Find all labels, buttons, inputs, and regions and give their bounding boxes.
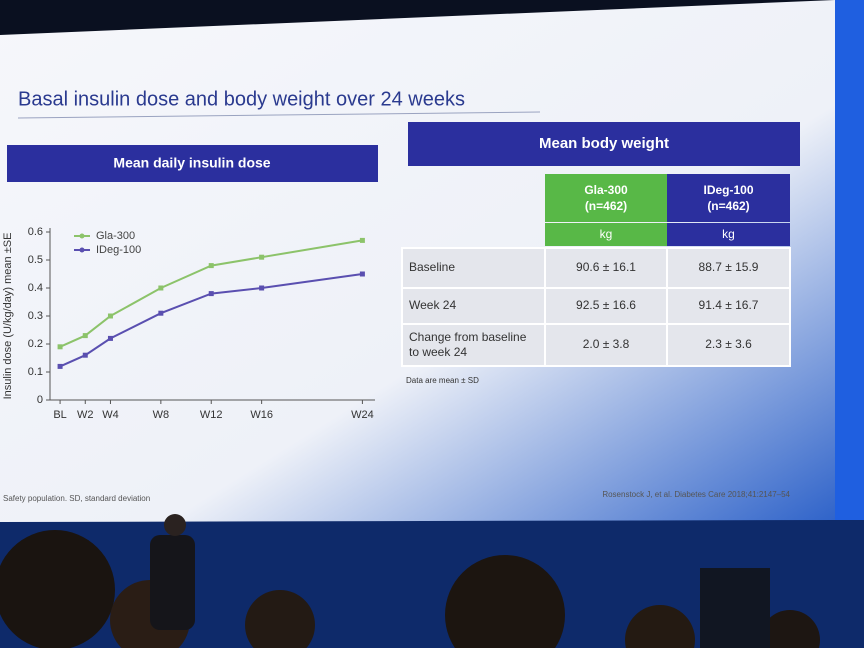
screen-edge [835,0,864,520]
chart-title: Mean daily insulin dose [113,155,270,171]
column-unit: kg [722,227,735,241]
y-tick-label: 0.3 [28,310,43,322]
x-tick-label: W24 [351,409,374,421]
legend-marker [79,247,85,253]
data-point [82,352,88,358]
column-header [667,174,790,222]
table-cell: Change from baseline [409,330,527,344]
chart-header [7,145,378,182]
legend-label: Gla-300 [96,230,135,242]
unit-cell [667,223,790,246]
speaker [150,535,195,630]
title-rule [17,111,541,119]
y-tick-label: 0.4 [28,282,43,294]
unit-cell [545,223,667,246]
footnote: Safety population. SD, standard deviatio… [3,494,150,503]
podium [700,568,770,648]
table-cell: 92.5 ± 16.6 [576,298,636,312]
y-tick-label: 0.2 [28,338,43,350]
table-cell: 2.3 ± 3.6 [705,337,752,351]
x-tick-label: W12 [200,409,223,421]
table-cell: Baseline [409,260,455,274]
head [245,590,315,648]
x-tick-label: W8 [153,409,170,421]
data-point [259,285,265,291]
data-point [107,313,113,319]
y-tick-label: 0.6 [28,226,43,238]
speaker-head [164,514,186,536]
data-point [107,335,113,341]
data-point [208,263,214,269]
x-tick-label: W4 [102,409,119,421]
column-n: (n=462) [707,199,749,213]
audience [0,514,820,648]
table-row [401,323,791,367]
table-note: Data are mean ± SD [406,376,479,385]
head [760,610,820,648]
x-tick-label: BL [53,409,66,421]
head [625,605,695,648]
data-point [57,344,63,350]
y-axis-label: Insulin dose (U/kg/day) mean ±SE [2,233,14,400]
reference: Rosenstock J, et al. Diabetes Care 2018;… [602,490,790,499]
data-point [158,285,164,291]
y-tick-label: 0.1 [28,366,43,378]
column-n: (n=462) [585,199,627,213]
column-unit: kg [600,227,613,241]
column-header [545,174,667,222]
head [0,530,115,648]
legend-marker [79,233,85,239]
y-tick-label: 0 [37,394,43,406]
data-point [158,310,164,316]
data-point [82,333,88,339]
data-point [259,254,265,260]
table-cell: 88.7 ± 15.9 [699,260,759,274]
column-name: Gla-300 [584,183,628,197]
table-header [408,122,800,166]
data-point [208,291,214,297]
y-tick-label: 0.5 [28,254,43,266]
table-cell: 2.0 ± 3.8 [583,337,630,351]
table-row [401,247,791,289]
legend-label: IDeg-100 [96,244,141,256]
head [445,555,565,648]
table-title: Mean body weight [539,135,669,152]
slide-title: Basal insulin dose and body weight over … [18,88,465,110]
table-cell: 90.6 ± 16.1 [576,260,636,274]
table-cell: 91.4 ± 16.7 [699,298,759,312]
table-cell: Week 24 [409,298,456,312]
data-point [57,363,63,369]
table-cell: to week 24 [409,345,467,359]
data-point [359,271,365,277]
x-tick-label: W2 [77,409,94,421]
column-name: IDeg-100 [703,183,753,197]
data-point [359,237,365,243]
x-tick-label: W16 [250,409,273,421]
